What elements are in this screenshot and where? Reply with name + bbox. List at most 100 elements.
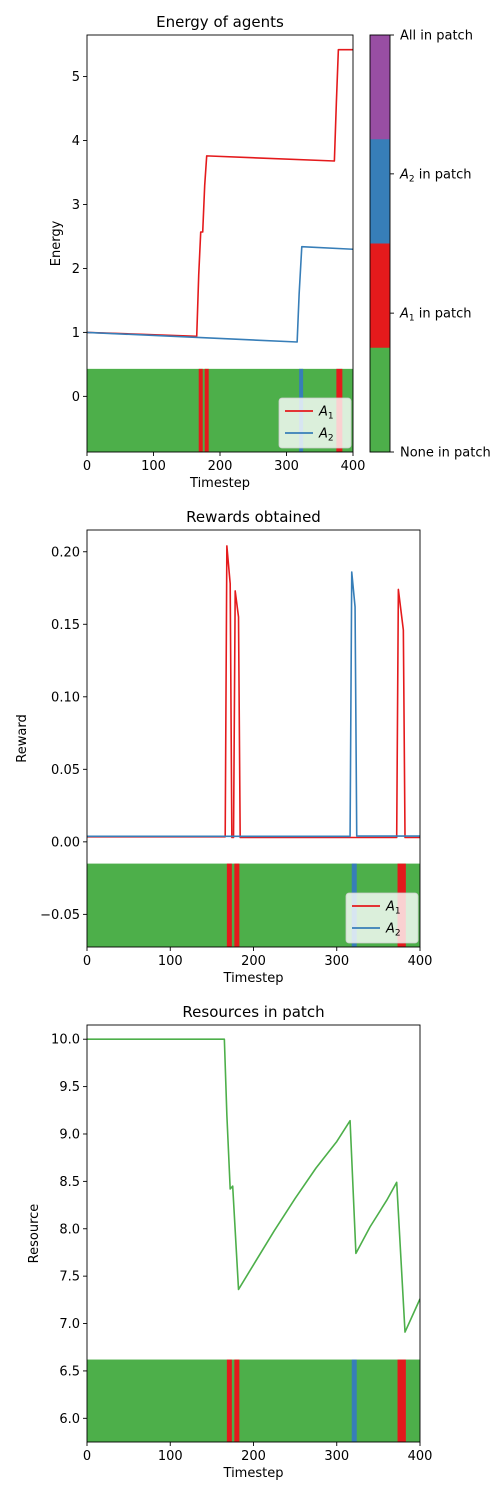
y-tick-label: 0.00 [51, 835, 80, 850]
chart-title: Energy of agents [156, 13, 284, 31]
legend-entry: A2 [385, 922, 401, 939]
y-tick-label: 4 [72, 134, 80, 149]
colorbar-label: A2 in patch [399, 167, 471, 184]
colorbar-segment-A2 [370, 139, 390, 244]
x-tick-label: 200 [208, 459, 233, 474]
y-tick-label: 5 [72, 70, 80, 85]
presence-event [226, 863, 232, 947]
x-tick-label: 400 [341, 459, 366, 474]
presence-event [226, 1359, 232, 1442]
y-tick-label: 9.5 [59, 1080, 80, 1095]
y-tick-label: 2 [72, 262, 80, 277]
y-tick-label: 7.0 [59, 1317, 80, 1332]
series-line-1 [87, 48, 353, 338]
colorbar-label: All in patch [400, 29, 473, 44]
colorbar-frame [369, 34, 391, 453]
y-tick-label: 6.5 [59, 1364, 80, 1379]
presence-event [397, 1359, 406, 1442]
x-tick-label: 0 [83, 1449, 91, 1464]
plot-area [87, 1038, 420, 1442]
legend-name: A [385, 900, 395, 915]
presence-event [204, 368, 209, 452]
series-line-1 [87, 1038, 420, 1333]
presence-event [198, 368, 203, 452]
series-line-1 [87, 545, 420, 839]
x-tick-label: 300 [324, 1449, 349, 1464]
x-tick-label: 0 [83, 954, 91, 969]
legend-subscript: 1 [395, 907, 401, 917]
series-line-2 [87, 245, 353, 343]
y-tick-label: 8.5 [59, 1175, 80, 1190]
y-tick-label: 8.0 [59, 1222, 80, 1237]
colorbar-label-suffix: in patch [415, 307, 472, 322]
colorbar-label-main: A [399, 307, 409, 322]
chart-1: 0 100 200 300 400 0 1 2 3 4 5 Energy of agents Times… [49, 13, 365, 491]
y-tick-label: 0.15 [51, 618, 80, 633]
colorbar-segment-A1 [370, 243, 390, 349]
legend-name: A [385, 922, 395, 937]
x-tick-label: 100 [158, 1449, 183, 1464]
presence-band [87, 1359, 420, 1442]
y-tick-label: 0.20 [51, 545, 80, 560]
x-tick-label: 300 [324, 954, 349, 969]
legend-box [345, 892, 419, 944]
colorbar-label-main: A [399, 167, 409, 182]
x-tick-label: 200 [241, 1449, 266, 1464]
colorbar-segment-none [370, 347, 390, 453]
colorbar-label-sub: 1 [409, 314, 415, 324]
chart-title: Rewards obtained [186, 508, 321, 526]
colorbar-label-main: None in patch [400, 446, 491, 461]
y-axis-label: Reward [15, 714, 30, 762]
colorbar-segment-all [370, 35, 390, 140]
colorbar-label-main: All in patch [400, 29, 473, 44]
legend-entry: A1 [318, 405, 334, 422]
y-tick-label: 1 [72, 326, 80, 341]
plot-area [87, 48, 353, 452]
series-line-2 [87, 571, 420, 838]
colorbar-label-suffix: in patch [415, 167, 472, 182]
presence-event [351, 1359, 357, 1442]
x-tick-label: 400 [408, 954, 433, 969]
x-tick-label: 200 [241, 954, 266, 969]
chart-3: 0 100 200 300 400 6.0 6.5 7.0 7.5 8.0 8.5 9.0 9.5 10.… [27, 1003, 432, 1481]
chart-2: 0 100 200 300 400 −0.05 0.00 0.05 0.10 0.15 0.20 Re… [15, 508, 432, 986]
y-tick-label: 0.10 [51, 690, 80, 705]
presence-event [234, 863, 240, 947]
y-tick-label: 7.5 [59, 1270, 80, 1285]
colorbar-label: A1 in patch [399, 307, 471, 324]
x-tick-label: 0 [83, 459, 91, 474]
x-tick-label: 100 [158, 954, 183, 969]
colorbar-label: None in patch [400, 446, 491, 461]
x-axis-label: Timestep [223, 971, 284, 986]
legend-name: A [318, 405, 328, 420]
x-tick-label: 300 [274, 459, 299, 474]
presence-event [234, 1359, 240, 1442]
plot-area [87, 545, 420, 947]
y-tick-label: −0.05 [40, 908, 80, 923]
y-tick-label: 0.05 [51, 763, 80, 778]
y-tick-label: 9.0 [59, 1127, 80, 1142]
y-axis-label: Resource [27, 1204, 42, 1264]
legend-subscript: 2 [328, 434, 334, 444]
y-tick-label: 3 [72, 198, 80, 213]
y-axis-label: Energy [49, 220, 64, 266]
colorbar-label-sub: 2 [409, 174, 415, 184]
legend-entry: A1 [385, 900, 401, 917]
chart-title: Resources in patch [182, 1003, 324, 1021]
y-tick-label: 0 [72, 390, 80, 405]
x-tick-label: 400 [408, 1449, 433, 1464]
legend-name: A [318, 427, 328, 442]
legend-subscript: 1 [328, 412, 334, 422]
legend-subscript: 2 [395, 929, 401, 939]
x-tick-label: 100 [141, 459, 166, 474]
x-axis-label: Timestep [189, 476, 250, 491]
x-axis-label: Timestep [223, 1466, 284, 1481]
legend-box [278, 397, 352, 449]
y-tick-label: 6.0 [59, 1412, 80, 1427]
legend-entry: A2 [318, 427, 334, 444]
y-tick-label: 10.0 [51, 1033, 80, 1048]
